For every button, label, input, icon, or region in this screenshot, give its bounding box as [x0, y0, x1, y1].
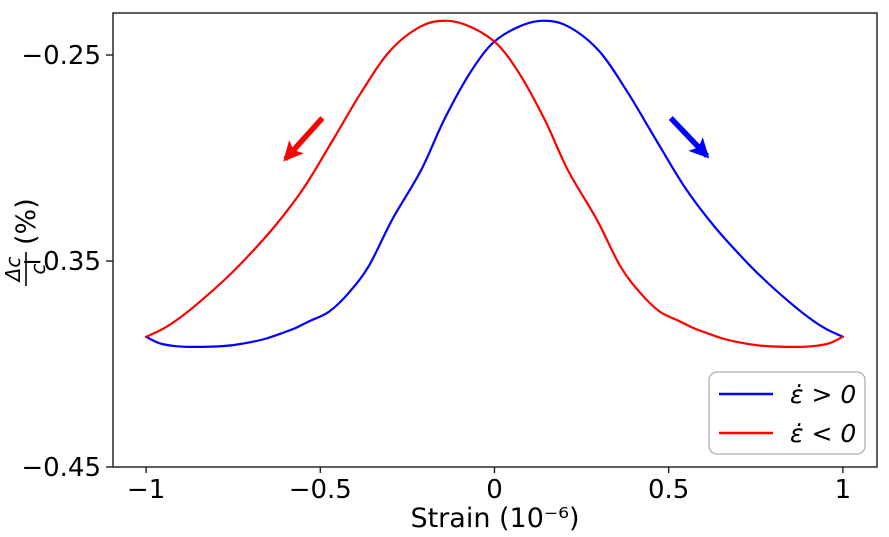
ticks-layer: −1 −0.5 0 0.5 1 −0.25 −0.35 −0.45: [21, 41, 851, 505]
x-tick-label: −0.5: [289, 475, 352, 505]
legend-label-strain-decreasing: ε̇ < 0: [790, 419, 856, 448]
x-tick-label: 0: [486, 475, 503, 505]
x-tick-label: −1: [127, 475, 165, 505]
x-tick-label: 1: [835, 475, 852, 505]
legend: ε̇ > 0 ε̇ < 0: [708, 371, 866, 455]
y-axis-label-unit: (%): [11, 198, 42, 245]
plot-frame: [112, 12, 878, 468]
curves-layer: [145, 19, 844, 349]
y-axis-label-numerator: Δc: [1, 257, 25, 284]
y-axis-label: Δc c (%): [1, 198, 50, 286]
legend-label-strain-increasing: ε̇ > 0: [790, 380, 856, 409]
x-axis-label: Strain (10⁻⁶): [410, 503, 579, 534]
y-tick-label: −0.45: [21, 453, 101, 483]
y-tick-label: −0.35: [21, 247, 101, 277]
curve-strain-decreasing: [145, 19, 844, 349]
curve-strain-increasing: [145, 19, 844, 349]
y-tick-label: −0.25: [21, 41, 101, 71]
arrows-layer: [283, 116, 710, 162]
arrow-strain-increasing: [668, 116, 710, 159]
y-axis-label-denominator: c: [26, 264, 50, 275]
arrow-strain-decreasing: [283, 116, 325, 162]
x-tick-label: 0.5: [648, 475, 689, 505]
